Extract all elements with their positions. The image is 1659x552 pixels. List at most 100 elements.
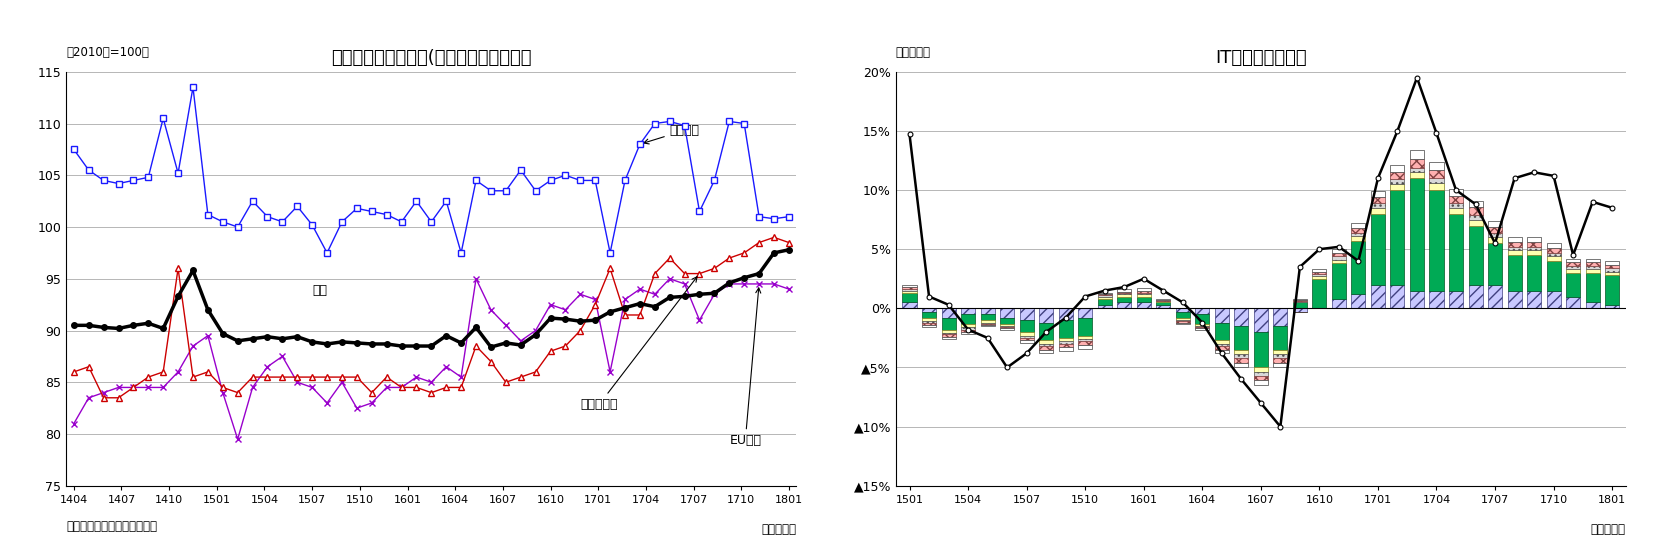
Bar — [1254, 372, 1267, 376]
Bar — [1292, 301, 1307, 302]
Bar — [1078, 336, 1092, 339]
Bar — [1488, 232, 1501, 237]
Bar — [1566, 262, 1579, 266]
Bar — [1136, 290, 1151, 293]
Bar — [1194, 326, 1209, 327]
Bar — [1586, 302, 1599, 309]
Bar — [1254, 332, 1267, 368]
Bar — [1410, 168, 1423, 172]
Bar — [1390, 179, 1405, 184]
Bar — [1234, 350, 1248, 354]
Bar — [1390, 172, 1405, 179]
Bar — [1566, 296, 1579, 309]
Bar — [1468, 285, 1483, 309]
Bar — [922, 322, 936, 325]
Bar — [1000, 323, 1014, 326]
Bar — [1488, 243, 1501, 285]
Text: アジア向け: アジア向け — [581, 277, 697, 411]
Bar — [980, 320, 995, 322]
Text: （年・月）: （年・月） — [1591, 523, 1626, 536]
Text: （年・月）: （年・月） — [761, 523, 796, 536]
Bar — [922, 321, 936, 322]
Bar — [1430, 183, 1443, 190]
Bar — [1390, 165, 1405, 172]
Bar — [1370, 214, 1385, 285]
Bar — [1274, 309, 1287, 326]
Bar — [1117, 289, 1131, 292]
Bar — [1332, 249, 1345, 253]
Bar — [922, 325, 936, 327]
Bar — [1117, 293, 1131, 294]
Bar — [1410, 172, 1423, 178]
Bar — [1000, 327, 1014, 328]
Bar — [1176, 321, 1190, 322]
Bar — [1058, 344, 1073, 347]
Bar — [1606, 261, 1619, 264]
Bar — [1312, 272, 1327, 274]
Bar — [1136, 296, 1151, 302]
Bar — [1214, 322, 1229, 340]
Bar — [961, 327, 975, 330]
Bar — [1156, 301, 1170, 302]
Bar — [1488, 237, 1501, 243]
Bar — [1156, 300, 1170, 301]
Bar — [1234, 326, 1248, 350]
Bar — [1020, 320, 1034, 332]
Bar — [1430, 290, 1443, 309]
Bar — [1352, 232, 1365, 236]
Bar — [1468, 226, 1483, 285]
Bar — [1039, 346, 1053, 350]
Bar — [1274, 350, 1287, 354]
Bar — [1566, 259, 1579, 262]
Bar — [1468, 206, 1483, 215]
Bar — [1254, 368, 1267, 372]
Bar — [1448, 208, 1463, 214]
Bar — [961, 332, 975, 335]
Bar — [1117, 294, 1131, 296]
Bar — [1020, 309, 1034, 320]
Bar — [1352, 294, 1365, 309]
Bar — [942, 330, 956, 333]
Bar — [942, 309, 956, 318]
Bar — [1156, 302, 1170, 305]
Bar — [1020, 338, 1034, 340]
Bar — [1448, 290, 1463, 309]
Bar — [1039, 350, 1053, 353]
Bar — [1098, 295, 1112, 296]
Bar — [1078, 339, 1092, 342]
Bar — [1000, 309, 1014, 318]
Bar — [1586, 266, 1599, 269]
Bar — [1526, 251, 1541, 255]
Bar — [961, 314, 975, 323]
Bar — [1194, 328, 1209, 330]
Bar — [1117, 292, 1131, 293]
Bar — [1352, 223, 1365, 228]
Bar — [1117, 296, 1131, 302]
Bar — [1176, 312, 1190, 318]
Bar — [1136, 302, 1151, 309]
Bar — [1136, 293, 1151, 294]
Bar — [1176, 320, 1190, 321]
Bar — [1430, 178, 1443, 183]
Bar — [1058, 320, 1073, 338]
Bar — [1566, 269, 1579, 273]
Bar — [922, 318, 936, 321]
Bar — [942, 337, 956, 339]
Bar — [1136, 288, 1151, 290]
Bar — [1508, 242, 1521, 247]
Bar — [980, 309, 995, 314]
Bar — [902, 285, 916, 287]
Bar — [1526, 242, 1541, 247]
Bar — [1546, 290, 1561, 309]
Bar — [1606, 275, 1619, 305]
Title: 地域別輸出数量指数(季節調整値）の推移: 地域別輸出数量指数(季節調整値）の推移 — [332, 50, 531, 67]
Bar — [1039, 309, 1053, 322]
Bar — [1606, 268, 1619, 272]
Bar — [1448, 203, 1463, 208]
Bar — [1292, 309, 1307, 312]
Bar — [1468, 215, 1483, 220]
Bar — [961, 330, 975, 332]
Bar — [1468, 220, 1483, 226]
Text: 米国向け: 米国向け — [644, 124, 700, 144]
Bar — [1526, 290, 1541, 309]
